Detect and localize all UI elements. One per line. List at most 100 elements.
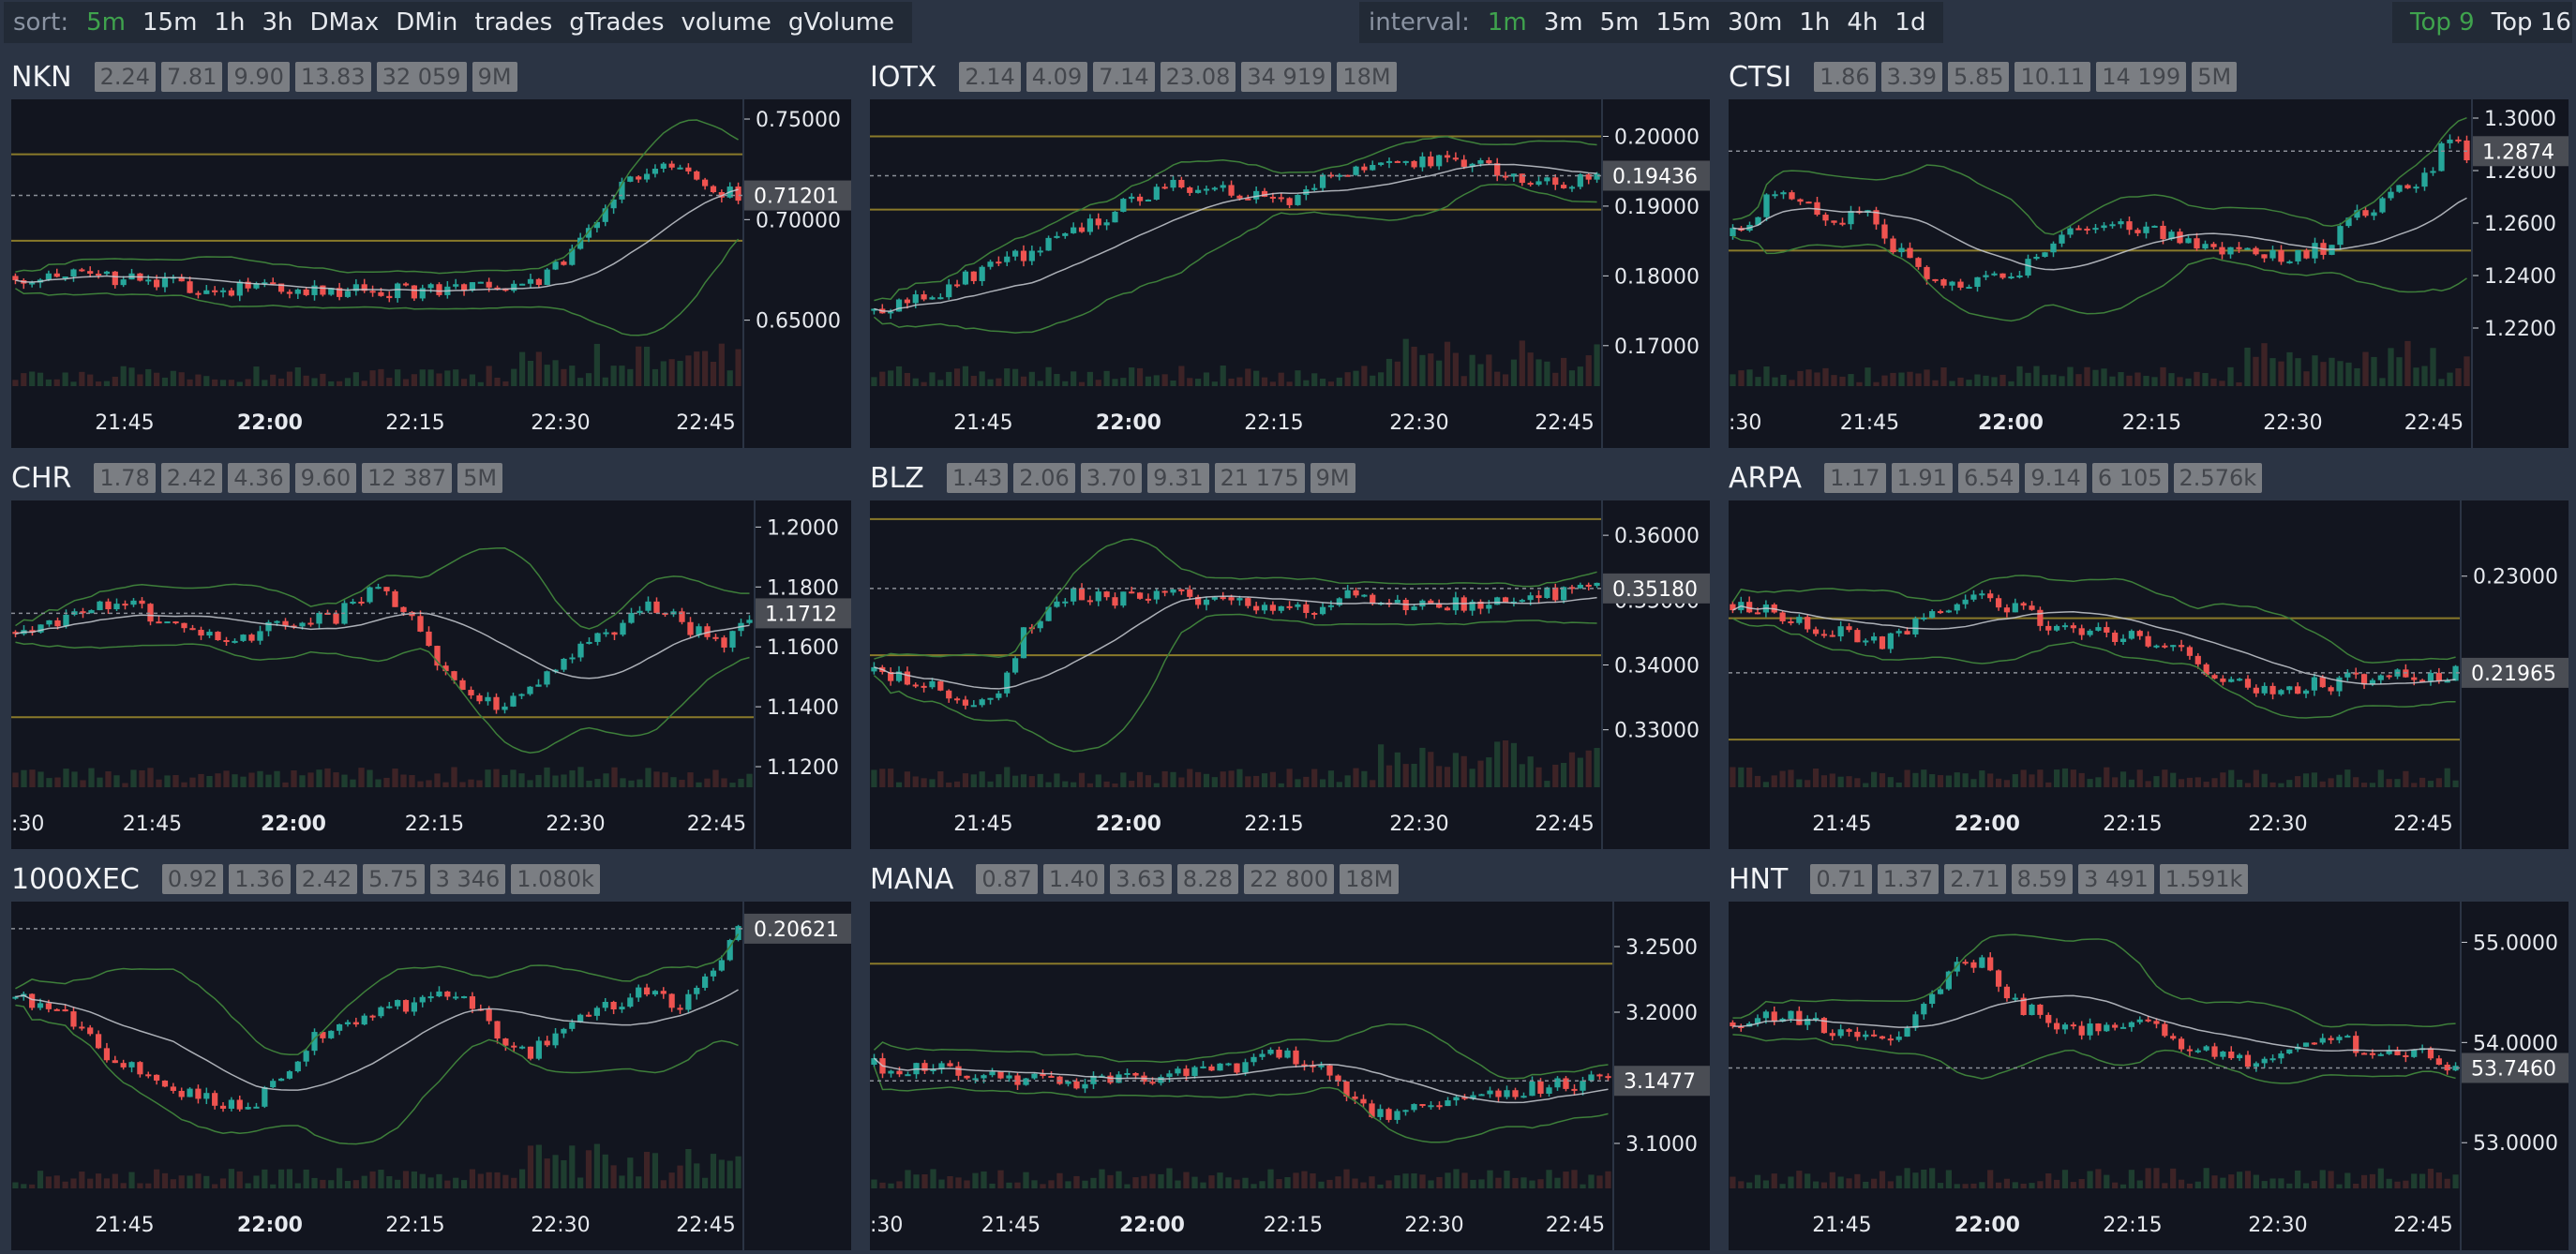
candle-body bbox=[1284, 1050, 1291, 1058]
candle-body bbox=[112, 271, 118, 286]
volume-bar bbox=[468, 779, 474, 787]
sort-option-dmax[interactable]: DMax bbox=[309, 8, 380, 37]
volume-bar bbox=[344, 1181, 352, 1188]
volume-bar bbox=[476, 780, 483, 787]
candle-body bbox=[493, 696, 500, 710]
interval-option-30m[interactable]: 30m bbox=[1727, 8, 1783, 37]
candle-body bbox=[1588, 1074, 1595, 1082]
sort-option-gtrades[interactable]: gTrades bbox=[569, 8, 665, 37]
volume-bar bbox=[212, 1184, 218, 1188]
price-chart[interactable]: 3.25003.20003.15003.10003.1477:3021:4522… bbox=[870, 902, 1710, 1250]
candle-body bbox=[2194, 655, 2201, 664]
sort-option-15m[interactable]: 15m bbox=[142, 8, 198, 37]
volume-bar bbox=[1929, 774, 1936, 787]
interval-option-15m[interactable]: 15m bbox=[1655, 8, 1711, 37]
candle-body bbox=[333, 613, 339, 624]
sort-option-gvolume[interactable]: gVolume bbox=[787, 8, 895, 37]
candle-body bbox=[1477, 601, 1484, 609]
interval-option-3m[interactable]: 3m bbox=[1543, 8, 1583, 37]
volume-bar bbox=[1245, 368, 1251, 386]
volume-bar bbox=[1585, 355, 1592, 386]
volume-bar bbox=[2403, 1180, 2409, 1188]
sort-option-3h[interactable]: 3h bbox=[262, 8, 293, 37]
lower-band-line bbox=[873, 184, 1597, 334]
sort-option-5m[interactable]: 5m bbox=[86, 8, 126, 37]
candle-body bbox=[2061, 1024, 2069, 1030]
candle-body bbox=[2396, 185, 2403, 192]
volume-bar bbox=[1286, 769, 1293, 787]
candle-body bbox=[535, 684, 542, 687]
volume-bar bbox=[1006, 1182, 1012, 1188]
candle-body bbox=[2104, 627, 2110, 634]
candle-body bbox=[1344, 590, 1351, 599]
candle-body bbox=[1789, 192, 1795, 200]
chart-panel-nkn[interactable]: NKN 2.24 7.81 9.90 13.83 32 059 9M 0.75000 0.700… bbox=[11, 58, 851, 452]
sort-option-trades[interactable]: trades bbox=[474, 8, 553, 37]
sort-label: sort: bbox=[13, 8, 69, 37]
candle-body bbox=[442, 665, 449, 672]
volume-bar bbox=[502, 381, 509, 386]
candle-body bbox=[311, 285, 318, 295]
candle-body bbox=[219, 290, 227, 292]
sort-option-1h[interactable]: 1h bbox=[214, 8, 246, 37]
top-option-top-9[interactable]: Top 9 bbox=[2410, 8, 2475, 37]
volume-bar bbox=[896, 1181, 903, 1188]
chart-panel-mana[interactable]: MANA 0.87 1.40 3.63 8.28 22 800 18M 3.2500 3.200… bbox=[870, 860, 1710, 1254]
candle-body bbox=[1461, 1097, 1468, 1099]
interval-option-1h[interactable]: 1h bbox=[1799, 8, 1831, 37]
interval-option-1m[interactable]: 1m bbox=[1487, 8, 1527, 37]
volume-bar bbox=[62, 1181, 68, 1188]
volume-bar bbox=[1136, 367, 1144, 386]
candle-body bbox=[1012, 658, 1019, 673]
time-axis-label: 22:15 bbox=[1264, 1214, 1323, 1237]
y-tick-label: 1.1200 bbox=[767, 756, 839, 780]
sort-option-volume[interactable]: volume bbox=[681, 8, 771, 37]
candle-body bbox=[2012, 997, 2018, 1000]
volume-bar bbox=[1974, 374, 1981, 386]
time-axis-label: 22:00 bbox=[1096, 813, 1161, 836]
volume-bar bbox=[1924, 369, 1930, 386]
sort-option-dmin[interactable]: DMin bbox=[396, 8, 458, 37]
interval-option-4h[interactable]: 4h bbox=[1847, 8, 1879, 37]
volume-bar bbox=[738, 778, 744, 787]
chart-panel-iotx[interactable]: IOTX 2.14 4.09 7.14 23.08 34 919 18M 0.20000 0.1… bbox=[870, 58, 1710, 452]
y-tick-label: 0.17000 bbox=[1614, 336, 1700, 359]
volume-bar bbox=[1203, 773, 1210, 787]
volume-bar bbox=[1854, 778, 1861, 787]
volume-bar bbox=[651, 368, 659, 386]
chart-panel-arpa[interactable]: ARPA 1.17 1.91 6.54 9.14 6 105 2.576k 0.23000 0.… bbox=[1729, 459, 2569, 853]
price-chart[interactable]: 0.200000.190000.180000.170000.1943621:45… bbox=[870, 99, 1710, 448]
interval-option-1d[interactable]: 1d bbox=[1895, 8, 1926, 37]
price-chart[interactable]: 0.360000.350000.340000.330000.3518021:45… bbox=[870, 500, 1710, 849]
candle-body bbox=[2269, 249, 2276, 259]
volume-bar bbox=[400, 774, 407, 787]
candle-body bbox=[2413, 187, 2419, 189]
chart-panel-1000xec[interactable]: 1000XEC 0.92 1.36 2.42 5.75 3 346 1.080k 0.2062… bbox=[11, 860, 851, 1254]
volume-bar bbox=[1605, 1171, 1611, 1188]
time-axis-label: 22:00 bbox=[1119, 1214, 1185, 1237]
volume-bar bbox=[436, 373, 442, 386]
volume-bar bbox=[569, 366, 576, 386]
candle-body bbox=[53, 1008, 60, 1011]
volume-bar bbox=[2012, 774, 2018, 787]
top-option-top-16[interactable]: Top 16 bbox=[2491, 8, 2571, 37]
candle-body bbox=[236, 281, 243, 296]
time-axis-label: 22:45 bbox=[2393, 813, 2452, 836]
candle-body bbox=[2379, 198, 2386, 213]
candle-body bbox=[2016, 275, 2023, 277]
chart-panel-ctsi[interactable]: CTSI 1.86 3.39 5.85 10.11 14 199 5M 1.3000 1.280… bbox=[1729, 58, 2569, 452]
interval-option-5m[interactable]: 5m bbox=[1599, 8, 1640, 37]
volume-bar bbox=[712, 769, 719, 787]
chart-panel-chr[interactable]: CHR 1.78 2.42 4.36 9.60 12 387 5M 1.2000 1.1800 1… bbox=[11, 459, 851, 853]
chart-panel-hnt[interactable]: HNT 0.71 1.37 2.71 8.59 3 491 1.591k 55.0000 54.… bbox=[1729, 860, 2569, 1254]
volume-bar bbox=[594, 779, 601, 787]
volume-bar bbox=[2128, 779, 2134, 787]
volume-bar bbox=[660, 1180, 666, 1188]
